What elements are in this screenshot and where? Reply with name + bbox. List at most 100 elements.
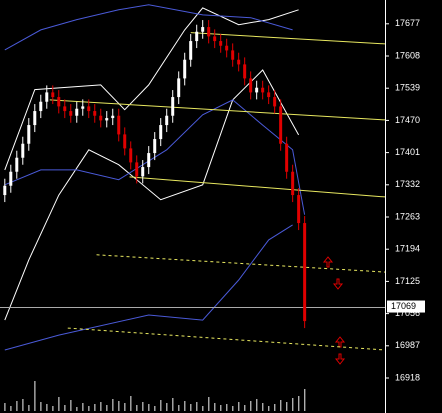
volume-bar: [214, 403, 216, 411]
volume-bar: [208, 397, 210, 411]
arrow-down: [332, 278, 344, 290]
candle-body: [123, 134, 127, 149]
y-tick-label: 17194: [395, 244, 420, 254]
volume-bar: [58, 397, 60, 411]
candle-body: [201, 27, 205, 32]
candle-body: [303, 223, 307, 322]
volume-bar: [148, 404, 150, 411]
volume-bar: [82, 403, 84, 411]
candle-body: [159, 125, 163, 140]
volume-bar: [34, 381, 36, 411]
candle-body: [177, 78, 181, 98]
candle-body: [111, 115, 115, 119]
y-tick-label: 17608: [395, 50, 420, 60]
last-price-label: 17069: [391, 301, 416, 311]
candle-body: [9, 171, 13, 186]
candle-body: [87, 106, 91, 112]
arrow-down: [334, 353, 346, 365]
volume-bar: [52, 406, 54, 411]
y-tick-label: 17056: [395, 308, 420, 318]
candle-body: [231, 50, 235, 60]
volume-bar: [124, 403, 126, 411]
candle-body: [33, 111, 37, 126]
y-tick-label: 17125: [395, 276, 420, 286]
y-tick-label: 16987: [395, 340, 420, 350]
volume-bar: [46, 404, 48, 411]
candle-body: [225, 45, 229, 51]
candle-body: [51, 92, 55, 98]
volume-bar: [100, 402, 102, 411]
candle-body: [261, 87, 265, 93]
candle-body: [213, 36, 217, 42]
volume-bar: [154, 406, 156, 411]
arrow-up: [322, 256, 334, 268]
volume-bar: [202, 406, 204, 411]
band-line: [4, 7, 299, 171]
volume-bar: [112, 399, 114, 411]
volume-bar: [94, 404, 96, 411]
volume-bar: [76, 407, 78, 411]
candle-body: [63, 106, 67, 112]
candle-body: [171, 97, 175, 116]
candle-body: [45, 92, 49, 102]
trend-line: [129, 176, 386, 198]
candle-body: [297, 195, 301, 224]
volume-bar: [244, 405, 246, 411]
volume-bar: [10, 406, 12, 411]
candle-body: [27, 125, 31, 144]
volume-bar: [130, 396, 132, 411]
candle-body: [153, 139, 157, 154]
volume-bar: [292, 398, 294, 411]
y-tick-label: 17539: [395, 83, 420, 93]
volume-bar: [262, 403, 264, 411]
candle-body: [57, 97, 61, 107]
volume-bar: [238, 402, 240, 411]
y-tick-label: 17401: [395, 147, 420, 157]
candle-body: [285, 143, 289, 172]
trend-line: [96, 254, 386, 273]
candle-body: [81, 106, 85, 109]
volume-bar: [304, 389, 306, 411]
band-line: [4, 224, 293, 351]
candle-body: [135, 162, 139, 177]
candle-body: [237, 59, 241, 65]
candle-body: [39, 101, 43, 112]
volume-bar: [226, 404, 228, 411]
candle-body: [189, 41, 193, 60]
volume-bar: [160, 400, 162, 411]
candle-body: [267, 92, 271, 98]
volume-bar: [196, 402, 198, 411]
volume-bar: [4, 403, 6, 411]
candle-body: [105, 118, 109, 121]
volume-bar: [136, 405, 138, 411]
trend-line: [190, 32, 386, 45]
volume-bar: [70, 400, 72, 411]
volume-bar: [172, 398, 174, 411]
y-tick-label: 17263: [395, 211, 420, 221]
candle-body: [129, 148, 133, 163]
candle-body: [165, 115, 169, 126]
y-tick-label: 17677: [395, 18, 420, 28]
volume-bar: [184, 401, 186, 411]
candle-body: [195, 31, 199, 42]
candle-body: [3, 185, 7, 196]
candle-body: [249, 78, 253, 93]
volume-bar: [250, 401, 252, 411]
volume-bar: [256, 399, 258, 411]
y-tick-label: 16918: [395, 372, 420, 382]
volume-bar: [16, 401, 18, 411]
volume-bar: [22, 399, 24, 411]
candle-body: [21, 143, 25, 158]
y-tick-label: 17470: [395, 115, 420, 125]
volume-bar: [106, 405, 108, 411]
candle-body: [219, 41, 223, 46]
volume-bar: [118, 401, 120, 411]
candle-body: [15, 157, 19, 172]
volume-bar: [274, 404, 276, 411]
trend-line: [49, 99, 386, 121]
candle-body: [279, 106, 283, 144]
candle-body: [147, 153, 151, 168]
y-tick-label: 17332: [395, 179, 420, 189]
